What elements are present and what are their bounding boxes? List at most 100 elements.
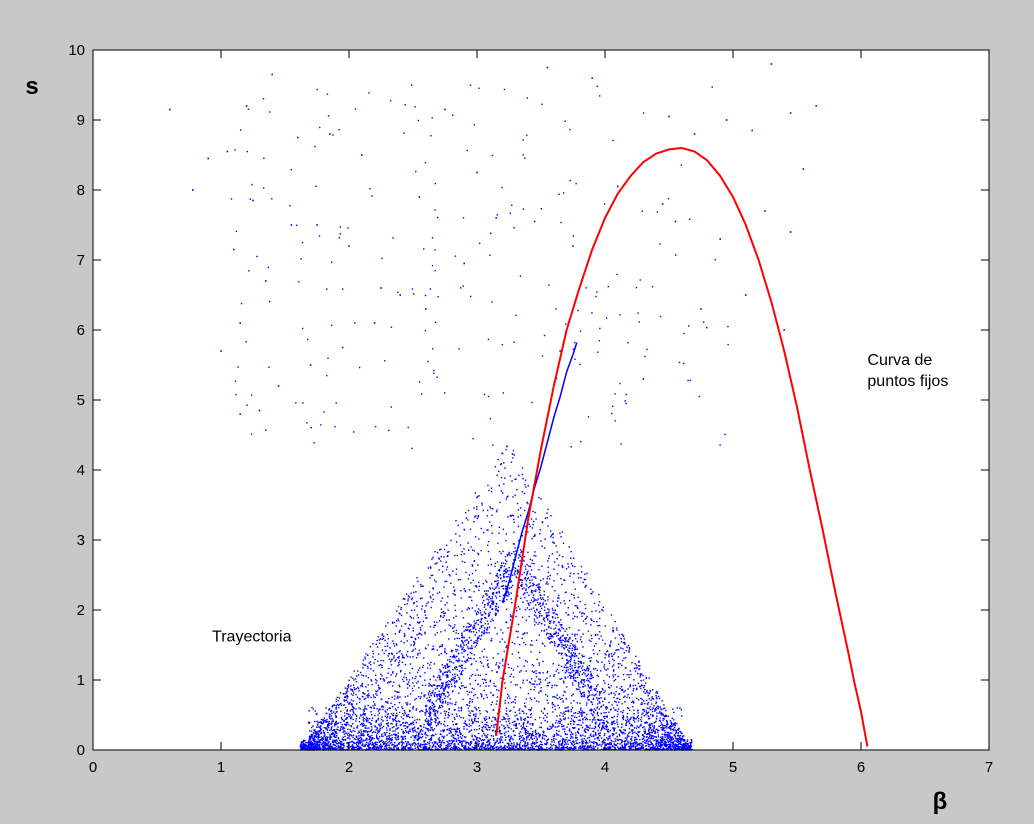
trajectory-point (306, 747, 309, 749)
trajectory-point (549, 574, 551, 577)
trajectory-point (514, 746, 517, 748)
trajectory-point (440, 693, 443, 695)
trajectory-point (382, 725, 385, 728)
trajectory-point (389, 647, 391, 649)
trajectory-point (351, 703, 353, 705)
trajectory-point (492, 602, 495, 604)
trajectory-point (660, 740, 662, 742)
trajectory-point (568, 546, 570, 548)
trajectory-point (572, 744, 574, 747)
trajectory-point (453, 638, 456, 640)
trajectory-point (566, 746, 569, 748)
trajectory-point (322, 729, 325, 732)
trajectory-point (460, 553, 462, 556)
trajectory-point (383, 679, 386, 681)
trajectory-point (354, 713, 357, 716)
trajectory-point (377, 660, 379, 662)
trajectory-point (448, 638, 450, 640)
trajectory-point (546, 712, 549, 715)
trajectory-point (424, 609, 426, 612)
trajectory-point (464, 511, 467, 514)
trajectory-point (418, 667, 421, 669)
trajectory-point (530, 733, 533, 735)
trajectory-point (324, 739, 326, 742)
trajectory-point (635, 748, 637, 750)
trajectory-point (407, 695, 409, 697)
trajectory-point (455, 632, 457, 634)
trajectory-point (590, 588, 592, 590)
trajectory-point (547, 566, 549, 569)
trajectory-point (640, 687, 642, 690)
trajectory-point (402, 730, 404, 733)
trajectory-point (318, 736, 320, 739)
trajectory-point (373, 747, 376, 749)
trajectory-point (311, 744, 314, 746)
trajectory-point (524, 741, 527, 743)
trajectory-point (585, 739, 587, 742)
trajectory-point (506, 697, 509, 699)
trajectory-point (314, 740, 317, 743)
trajectory-point (535, 742, 537, 744)
trajectory-point (481, 650, 483, 653)
trajectory-point (409, 624, 411, 626)
trajectory-point (424, 719, 427, 721)
trajectory-point (617, 656, 620, 658)
trajectory-point (547, 571, 550, 574)
trajectory-point (638, 668, 640, 671)
trajectory-point (513, 518, 515, 521)
trajectory-dense-layer (230, 84, 729, 751)
trajectory-point (548, 611, 550, 613)
trajectory-point (468, 731, 470, 733)
trajectory-point (355, 693, 357, 696)
trajectory-point (626, 718, 629, 720)
trajectory-point (378, 664, 380, 667)
trajectory-point (314, 730, 316, 733)
trajectory-point (497, 653, 499, 655)
trajectory-point (433, 741, 436, 743)
trajectory-point (440, 556, 442, 558)
trajectory-point (412, 656, 414, 658)
trajectory-point (383, 635, 385, 638)
trajectory-point (357, 739, 359, 741)
trajectory-point (622, 711, 624, 714)
trajectory-point (489, 726, 491, 729)
trajectory-point (626, 646, 628, 648)
trajectory-point (379, 664, 382, 666)
trajectory-point (428, 685, 430, 687)
trajectory-point (646, 748, 648, 750)
trajectory-point (418, 744, 421, 747)
trajectory-point (371, 737, 374, 740)
trajectory-point (672, 723, 675, 725)
trajectory-point (511, 601, 513, 604)
trajectory-point (456, 715, 458, 718)
trajectory-point (410, 736, 412, 738)
trajectory-point (447, 676, 449, 678)
trajectory-point (325, 726, 327, 729)
trajectory-point (507, 516, 509, 518)
trajectory-point (398, 631, 401, 634)
trajectory-point (389, 737, 391, 740)
trajectory-point (663, 733, 666, 736)
trajectory-point (408, 685, 411, 687)
trajectory-point (573, 565, 576, 568)
trajectory-point (667, 740, 669, 742)
trajectory-point (652, 714, 654, 716)
trajectory-point (682, 743, 684, 745)
trajectory-point (612, 653, 615, 656)
trajectory-point (612, 670, 615, 672)
trajectory-point (517, 665, 519, 668)
trajectory-point (580, 713, 582, 715)
trajectory-point (364, 656, 366, 658)
trajectory-point (685, 743, 687, 745)
trajectory-point (655, 702, 657, 705)
trajectory-point (413, 726, 416, 728)
trajectory-point (372, 746, 374, 748)
trajectory-point (579, 734, 582, 736)
trajectory-point (593, 741, 595, 743)
trajectory-point (499, 662, 501, 664)
trajectory-point (348, 679, 350, 682)
trajectory-point (343, 699, 345, 701)
trajectory-point (374, 704, 376, 707)
trajectory-point (588, 657, 591, 660)
trajectory-point (506, 742, 508, 744)
